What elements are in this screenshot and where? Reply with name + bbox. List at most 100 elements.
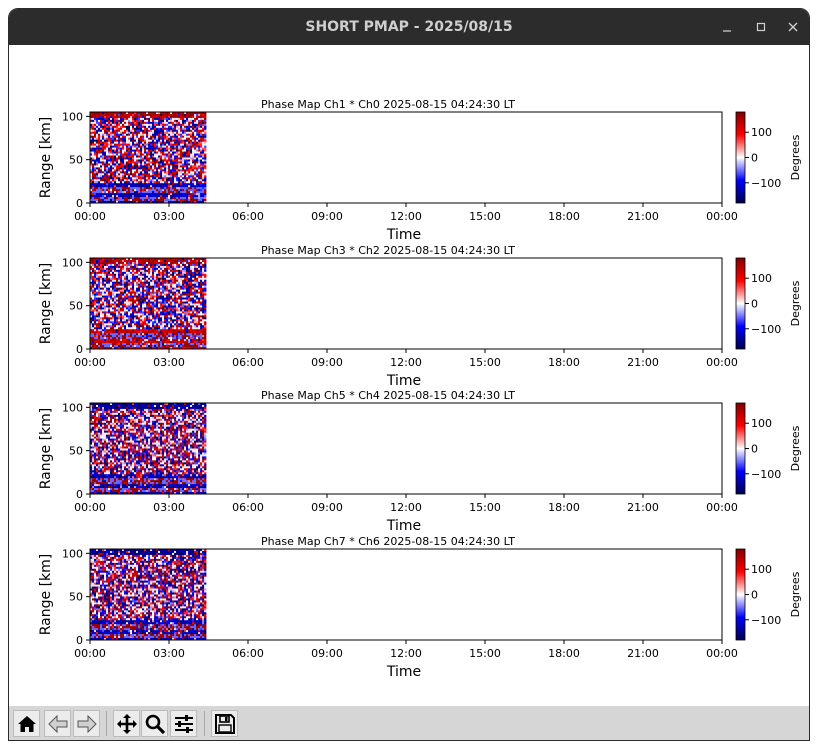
x-tick-label: 09:00 (311, 356, 343, 369)
y-tick-label: 0 (76, 488, 83, 501)
home-icon (18, 716, 36, 732)
x-tick-label: 03:00 (153, 210, 185, 223)
heatmap-cells (90, 112, 207, 204)
x-tick-label: 12:00 (390, 647, 422, 660)
save-button[interactable] (211, 710, 238, 737)
y-tick-label: 100 (62, 110, 83, 123)
y-tick-label: 0 (76, 634, 83, 647)
x-tick-label: 18:00 (548, 210, 580, 223)
maximize-icon (756, 22, 766, 32)
colorbar-tick-label: 0 (751, 589, 758, 602)
app-window: SHORT PMAP - 2025/08/15 Phase Map Ch1 * … (8, 8, 810, 741)
colorbar-tick-label: 0 (751, 152, 758, 165)
x-tick-label: 03:00 (153, 356, 185, 369)
x-axis-label: Time (386, 664, 421, 680)
x-tick-label: 12:00 (390, 501, 422, 514)
back-button[interactable] (44, 710, 71, 737)
x-tick-label: 00:00 (706, 210, 738, 223)
colorbar (735, 257, 746, 350)
colorbar-tick-label: −100 (751, 614, 781, 627)
x-tick-label: 21:00 (627, 356, 659, 369)
x-tick-label: 15:00 (469, 356, 501, 369)
window-title: SHORT PMAP - 2025/08/15 (305, 19, 513, 35)
toolbar-separator (204, 711, 205, 736)
y-tick-label: 0 (76, 197, 83, 210)
figure-canvas[interactable]: Phase Map Ch1 * Ch0 2025-08-15 04:24:30 … (9, 45, 809, 706)
panel-title: Phase Map Ch3 * Ch2 2025-08-15 04:24:30 … (261, 244, 515, 257)
y-tick-label: 50 (69, 300, 83, 313)
colorbar-tick-label: −100 (751, 323, 781, 336)
y-axis-label: Range [km] (38, 408, 54, 490)
x-tick-label: 18:00 (548, 356, 580, 369)
x-tick-label: 03:00 (153, 501, 185, 514)
minimize-button[interactable] (715, 15, 739, 39)
colorbar-label: Degrees (789, 134, 802, 180)
x-tick-label: 12:00 (390, 356, 422, 369)
colorbar-tick-label: 0 (751, 443, 758, 456)
x-tick-label: 21:00 (627, 501, 659, 514)
colorbar-label: Degrees (789, 571, 802, 617)
colorbar-tick-label: −100 (751, 177, 781, 190)
heatmap-cells (90, 549, 207, 641)
figure-svg[interactable]: Phase Map Ch1 * Ch0 2025-08-15 04:24:30 … (9, 45, 809, 706)
back-arrow-icon (48, 714, 68, 734)
y-tick-label: 50 (69, 445, 83, 458)
heatmap-cells (90, 258, 207, 350)
home-button[interactable] (13, 710, 40, 737)
title-bar[interactable]: SHORT PMAP - 2025/08/15 (9, 9, 809, 45)
x-tick-label: 06:00 (232, 501, 264, 514)
x-tick-label: 09:00 (311, 501, 343, 514)
panel-title: Phase Map Ch5 * Ch4 2025-08-15 04:24:30 … (261, 389, 515, 402)
x-tick-label: 09:00 (311, 210, 343, 223)
colorbar-tick-label: 0 (751, 298, 758, 311)
colorbar (735, 548, 746, 641)
y-tick-label: 100 (62, 256, 83, 269)
minimize-icon (723, 30, 731, 32)
x-tick-label: 00:00 (706, 501, 738, 514)
close-button[interactable] (781, 15, 805, 39)
y-tick-label: 100 (62, 401, 83, 414)
zoom-button[interactable] (141, 710, 168, 737)
x-tick-label: 00:00 (74, 356, 106, 369)
x-axis-label: Time (386, 373, 421, 389)
configure-button[interactable] (170, 710, 197, 737)
pan-button[interactable] (113, 710, 140, 737)
x-tick-label: 18:00 (548, 647, 580, 660)
heatmap-cells (90, 403, 207, 495)
close-icon (788, 22, 798, 32)
x-tick-label: 00:00 (74, 501, 106, 514)
maximize-button[interactable] (749, 15, 773, 39)
x-tick-label: 00:00 (74, 210, 106, 223)
y-tick-label: 50 (69, 591, 83, 604)
x-tick-label: 06:00 (232, 356, 264, 369)
x-tick-label: 06:00 (232, 210, 264, 223)
x-tick-label: 12:00 (390, 210, 422, 223)
colorbar-label: Degrees (789, 425, 802, 471)
navigation-toolbar (9, 706, 809, 740)
panel-title: Phase Map Ch7 * Ch6 2025-08-15 04:24:30 … (261, 535, 515, 548)
panel-title: Phase Map Ch1 * Ch0 2025-08-15 04:24:30 … (261, 98, 515, 111)
x-tick-label: 15:00 (469, 647, 501, 660)
x-tick-label: 00:00 (706, 647, 738, 660)
x-tick-label: 00:00 (706, 356, 738, 369)
y-axis-label: Range [km] (38, 554, 54, 636)
x-tick-label: 21:00 (627, 647, 659, 660)
sliders-icon (175, 715, 193, 733)
x-tick-label: 09:00 (311, 647, 343, 660)
colorbar-label: Degrees (789, 280, 802, 326)
colorbar (735, 402, 746, 495)
x-axis-label: Time (386, 227, 421, 243)
x-tick-label: 18:00 (548, 501, 580, 514)
x-tick-label: 21:00 (627, 210, 659, 223)
colorbar-tick-label: 100 (751, 417, 772, 430)
y-axis-label: Range [km] (38, 263, 54, 345)
move-icon (117, 714, 137, 734)
forward-arrow-icon (77, 714, 97, 734)
colorbar (735, 111, 746, 204)
colorbar-tick-label: −100 (751, 468, 781, 481)
x-axis-label: Time (386, 518, 421, 534)
y-tick-label: 50 (69, 154, 83, 167)
floppy-icon (215, 714, 235, 734)
forward-button[interactable] (73, 710, 100, 737)
y-tick-label: 0 (76, 343, 83, 356)
